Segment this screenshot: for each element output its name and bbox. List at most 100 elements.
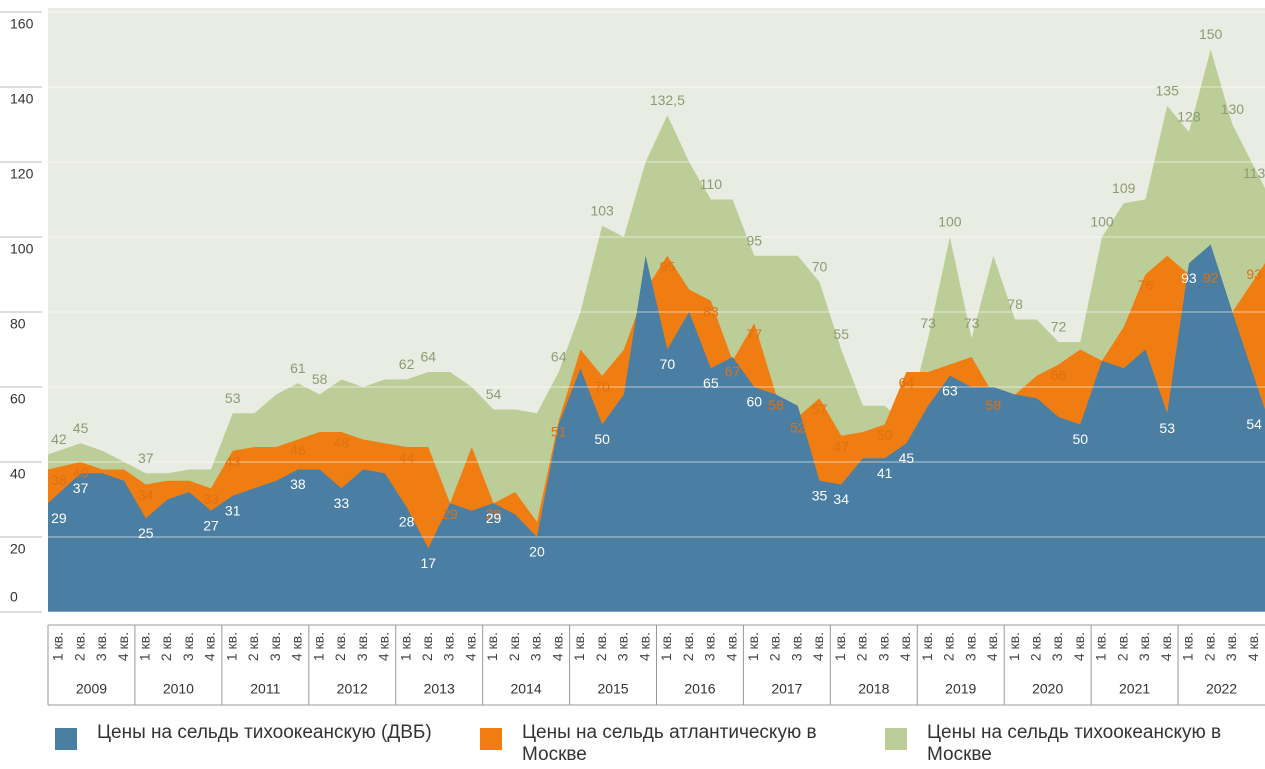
data-label: 28: [399, 514, 415, 530]
data-label: 110: [700, 176, 723, 192]
data-label: 130: [1221, 101, 1245, 117]
data-label: 54: [486, 386, 502, 402]
x-tick-label: 4 кв.: [202, 632, 218, 661]
data-label: 17: [421, 555, 437, 571]
x-tick-label: 3 кв.: [702, 632, 718, 661]
data-label: 45: [899, 450, 915, 466]
data-label: 70: [594, 378, 610, 394]
x-tick-label: 3 кв.: [875, 632, 891, 661]
x-tick-label: 1 кв.: [1006, 632, 1022, 661]
x-tick-label: 2 кв.: [419, 632, 435, 661]
legend-label: Цены на сельдь атлантическую в Москве: [522, 722, 817, 765]
data-label: 42: [51, 431, 67, 447]
year-label: 2019: [945, 681, 976, 697]
x-tick-label: 1 кв.: [50, 632, 66, 661]
x-tick-label: 4 кв.: [376, 632, 392, 661]
data-label: 29: [51, 510, 67, 526]
x-tick-label: 1 кв.: [745, 632, 761, 661]
data-label: 100: [1090, 214, 1114, 230]
legend-swatch: [885, 728, 907, 750]
data-label: 58: [312, 371, 328, 387]
chart: 0 20 40 60 80 100 120 140 160 42 45 37 53 61 58 62 64 54 6…: [0, 8, 1265, 706]
x-tick-label: 1 кв.: [832, 632, 848, 661]
x-tick-label: 3 кв.: [93, 632, 109, 661]
y-tick-label: 20: [10, 541, 26, 557]
year-label: 2017: [771, 681, 802, 697]
data-label: 77: [747, 326, 763, 342]
data-label: 54: [1246, 416, 1262, 432]
year-label: 2010: [163, 681, 194, 697]
data-label: 78: [1007, 296, 1023, 312]
x-tick-label: 4 кв.: [897, 632, 913, 661]
data-label: 45: [73, 420, 89, 436]
data-label: 29: [486, 510, 502, 526]
year-label: 2018: [858, 681, 889, 697]
data-label: 25: [138, 525, 154, 541]
year-label: 2022: [1206, 681, 1237, 697]
y-tick-label: 140: [10, 91, 34, 107]
data-label: 128: [1177, 109, 1201, 125]
data-label: 83: [703, 303, 719, 319]
data-label: 64: [421, 349, 437, 365]
data-label: 132,5: [650, 92, 685, 108]
x-tick-label: 2 кв.: [854, 632, 870, 661]
data-label: 50: [877, 427, 893, 443]
data-label: 113: [1243, 165, 1265, 181]
data-label: 37: [138, 450, 154, 466]
x-tick-label: 3 кв.: [267, 632, 283, 661]
data-label: 64: [551, 349, 567, 365]
x-tick-label: 4 кв.: [723, 632, 739, 661]
data-label: 70: [660, 356, 676, 372]
data-label: 135: [1156, 82, 1180, 98]
y-tick-label: 60: [10, 391, 26, 407]
data-label: 46: [290, 442, 306, 458]
data-label: 33: [203, 491, 219, 507]
year-label: 2013: [424, 681, 455, 697]
y-tick-label: 0: [10, 589, 18, 605]
data-label: 103: [590, 202, 614, 218]
data-label: 41: [877, 465, 893, 481]
x-tick-label: 4 кв.: [289, 632, 305, 661]
data-label: 50: [1072, 431, 1088, 447]
x-tick-label: 4 кв.: [1158, 632, 1174, 661]
data-label: 53: [225, 390, 241, 406]
data-label: 61: [290, 360, 306, 376]
data-label: 47: [833, 438, 849, 454]
data-label: 67: [725, 363, 741, 379]
x-tick-label: 2 кв.: [1114, 632, 1130, 661]
data-label: 70: [812, 259, 828, 275]
x-tick-label: 4 кв.: [549, 632, 565, 661]
x-tick-label: 2 кв.: [332, 632, 348, 661]
x-tick-label: 2 кв.: [71, 632, 87, 661]
data-label: 29: [442, 506, 458, 522]
x-tick-label: 1 кв.: [136, 632, 152, 661]
data-label: 60: [747, 394, 763, 410]
legend-label: Цены на сельдь тихоокеанскую (ДВБ): [97, 722, 432, 743]
x-tick-label: 4 кв.: [636, 632, 652, 661]
data-label: 72: [1051, 319, 1067, 335]
x-tick-label: 3 кв.: [528, 632, 544, 661]
data-label: 35: [812, 487, 828, 503]
data-label: 55: [833, 326, 849, 342]
data-label: 76: [1138, 277, 1154, 293]
data-label: 109: [1112, 180, 1136, 196]
x-tick-label: 4 кв.: [1245, 632, 1261, 661]
legend-item: Цены на сельдь атлантическую в Москве: [480, 722, 880, 766]
year-label: 2015: [597, 681, 628, 697]
year-label: 2009: [76, 681, 107, 697]
x-tick-label: 1 кв.: [1093, 632, 1109, 661]
data-label: 34: [833, 491, 849, 507]
x-tick-label: 2 кв.: [593, 632, 609, 661]
year-label: 2016: [684, 681, 715, 697]
data-label: 40: [73, 465, 89, 481]
legend-swatch: [480, 728, 502, 750]
x-tick-label: 2 кв.: [1201, 632, 1217, 661]
legend-item: Цены на сельдь тихоокеанскую в Москве: [885, 722, 1265, 766]
x-tick-label: 2 кв.: [245, 632, 261, 661]
legend-item: Цены на сельдь тихоокеанскую (ДВБ): [55, 722, 455, 750]
data-label: 27: [203, 517, 219, 533]
x-tick-label: 2 кв.: [767, 632, 783, 661]
x-tick-label: 3 кв.: [180, 632, 196, 661]
x-tick-label: 2 кв.: [680, 632, 696, 661]
